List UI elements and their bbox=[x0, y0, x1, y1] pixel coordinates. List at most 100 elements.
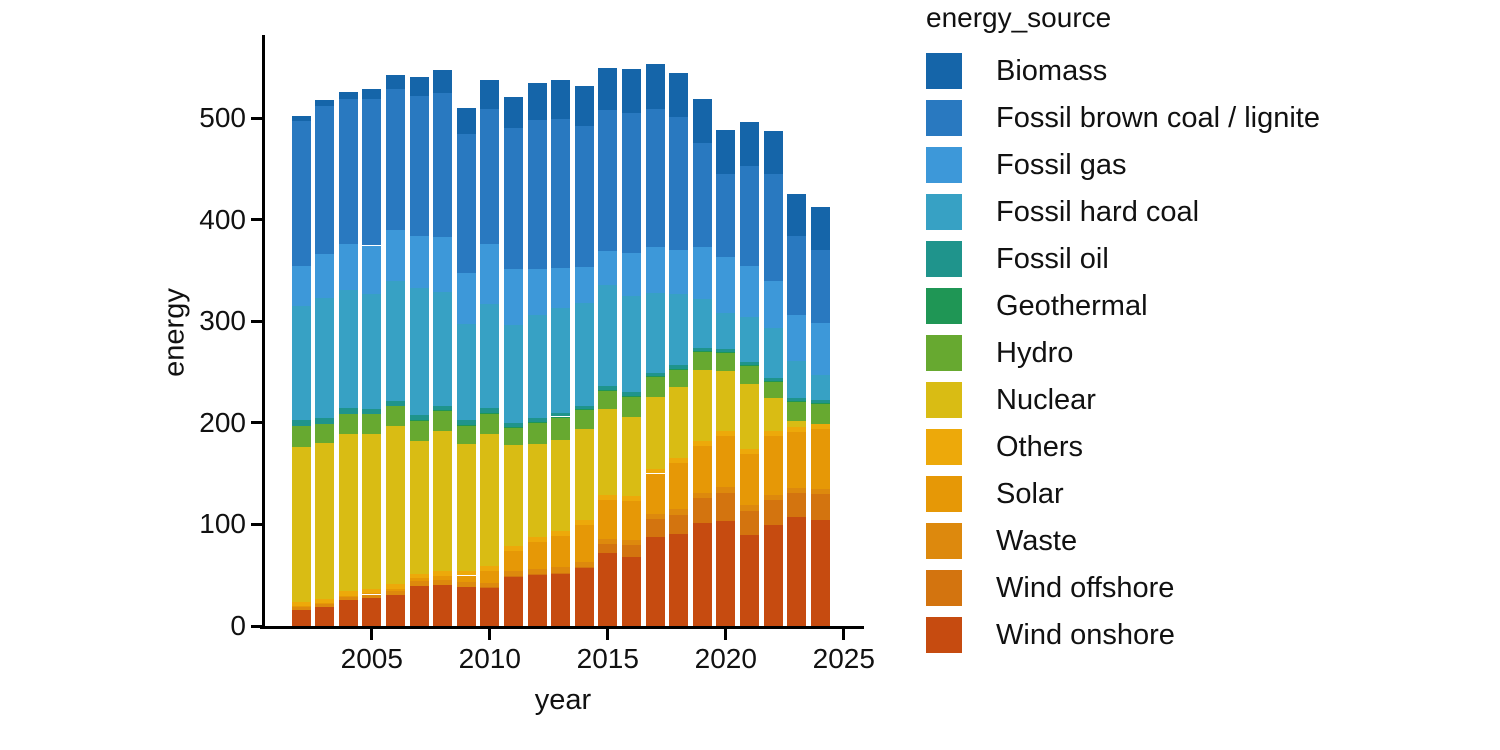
bar-segment-2019-fossil-brown-coal-lignite bbox=[692, 143, 712, 247]
bar-segment-2017-fossil-oil bbox=[645, 373, 665, 377]
y-tick-label: 0 bbox=[230, 610, 246, 641]
y-axis-line bbox=[262, 35, 265, 629]
legend-swatch bbox=[926, 523, 962, 559]
x-tick-label: 2010 bbox=[458, 643, 521, 674]
bar-segment-2002-biomass bbox=[291, 116, 311, 122]
bar-segment-2003-others bbox=[315, 598, 335, 604]
bar-segment-2023-solar bbox=[787, 432, 807, 489]
bar-segment-2007-wind-onshore bbox=[409, 585, 429, 626]
bar-segment-2019-biomass bbox=[692, 99, 712, 144]
legend-label: Waste bbox=[996, 525, 1078, 557]
bar-segment-2017-hydro bbox=[645, 376, 665, 397]
y-tick-mark bbox=[251, 319, 263, 323]
bar-segment-2009-fossil-oil bbox=[456, 420, 476, 425]
bar-segment-2006-solar bbox=[385, 588, 405, 591]
bar-segment-2008-waste bbox=[433, 580, 453, 585]
bar-segment-2014-wind-offshore bbox=[574, 566, 594, 569]
bar-segment-2018-nuclear bbox=[669, 386, 689, 458]
bar-segment-2022-hydro bbox=[763, 381, 783, 398]
bar-segment-2021-wind-onshore bbox=[739, 535, 759, 626]
x-tick-label: 2005 bbox=[340, 643, 403, 674]
y-tick-mark bbox=[251, 116, 263, 120]
bar-segment-2018-wind-onshore bbox=[669, 534, 689, 626]
y-tick-label: 100 bbox=[199, 508, 246, 540]
bar-segment-2022-fossil-hard-coal bbox=[763, 328, 783, 378]
bar-segment-2022-nuclear bbox=[763, 397, 783, 431]
y-tick-mark bbox=[251, 624, 263, 628]
bar-segment-2009-fossil-gas bbox=[456, 272, 476, 324]
bar-segment-2002-others bbox=[291, 602, 311, 607]
bar-segment-2022-fossil-brown-coal-lignite bbox=[763, 173, 783, 282]
x-tick-mark bbox=[488, 629, 492, 640]
bar-segment-2022-fossil-gas bbox=[763, 281, 783, 329]
bar-segment-2011-solar bbox=[503, 551, 523, 571]
bar-segment-2021-fossil-brown-coal-lignite bbox=[739, 165, 759, 267]
bar-segment-2018-wind-offshore bbox=[669, 514, 689, 535]
bar-segment-2023-biomass bbox=[787, 193, 807, 236]
legend-label: Biomass bbox=[996, 55, 1108, 87]
bar-segment-2015-wind-offshore bbox=[598, 544, 618, 553]
bar-segment-2014-wind-onshore bbox=[574, 568, 594, 626]
bar-segment-2015-fossil-brown-coal-lignite bbox=[598, 110, 618, 252]
bar-segment-2023-wind-offshore bbox=[787, 493, 807, 518]
bar-segment-2018-waste bbox=[669, 509, 689, 515]
bar-segment-2011-fossil-oil bbox=[503, 423, 523, 428]
bar-segment-2005-fossil-brown-coal-lignite bbox=[362, 99, 382, 246]
bar-segment-2022-wind-offshore bbox=[763, 500, 783, 526]
bar-segment-2020-wind-onshore bbox=[716, 520, 736, 626]
bar-segment-2011-fossil-gas bbox=[503, 268, 523, 326]
bar-segment-2007-fossil-brown-coal-lignite bbox=[409, 95, 429, 237]
bar-segment-2003-waste bbox=[315, 603, 335, 607]
bar-segment-2015-fossil-hard-coal bbox=[598, 284, 618, 387]
bar-segment-2014-waste bbox=[574, 561, 594, 567]
bar-segment-2023-wind-onshore bbox=[787, 517, 807, 626]
bar-segment-2009-hydro bbox=[456, 424, 476, 444]
legend-title: energy_source bbox=[926, 2, 1112, 33]
bar-segment-2014-biomass bbox=[574, 85, 594, 127]
x-tick-mark bbox=[724, 629, 728, 640]
legend-swatch bbox=[926, 147, 962, 183]
bar-segment-2020-fossil-gas bbox=[716, 257, 736, 313]
bar-segment-2022-solar bbox=[763, 435, 783, 495]
bar-segment-2009-biomass bbox=[456, 108, 476, 134]
bar-segment-2017-fossil-brown-coal-lignite bbox=[645, 108, 665, 248]
bar-segment-2006-waste bbox=[385, 590, 405, 595]
legend-swatch bbox=[926, 100, 962, 136]
bar-segment-2011-wind-offshore bbox=[503, 575, 523, 577]
bar-segment-2008-fossil-brown-coal-lignite bbox=[433, 92, 453, 238]
bar-segment-2016-waste bbox=[621, 539, 641, 545]
legend-label: Wind onshore bbox=[996, 619, 1175, 651]
bar-segment-2022-fossil-oil bbox=[763, 377, 783, 382]
bar-segment-2014-hydro bbox=[574, 409, 594, 430]
bar-segment-2006-nuclear bbox=[385, 425, 405, 584]
bar-segment-2008-solar bbox=[433, 575, 453, 581]
bar-segment-2007-biomass bbox=[409, 76, 429, 96]
bar-segment-2021-fossil-gas bbox=[739, 266, 759, 318]
bar-segment-2017-fossil-hard-coal bbox=[645, 292, 665, 374]
bar-segment-2020-nuclear bbox=[716, 370, 736, 432]
bar-segment-2013-fossil-brown-coal-lignite bbox=[551, 119, 571, 268]
bar-segment-2017-solar bbox=[645, 473, 665, 514]
legend-swatch bbox=[926, 382, 962, 418]
bar-segment-2008-fossil-hard-coal bbox=[433, 292, 453, 406]
y-tick-mark bbox=[251, 421, 263, 425]
x-tick-mark bbox=[370, 629, 374, 640]
bar-segment-2012-fossil-gas bbox=[527, 268, 547, 316]
legend-label: Geothermal bbox=[996, 290, 1148, 322]
bar-segment-2006-wind-onshore bbox=[385, 594, 405, 626]
x-tick-label: 2025 bbox=[812, 643, 875, 674]
bar-segment-2019-nuclear bbox=[692, 370, 712, 441]
x-tick-label: 2015 bbox=[576, 643, 639, 674]
bar-segment-2021-solar bbox=[739, 454, 759, 506]
bar-segment-2011-nuclear bbox=[503, 444, 523, 547]
bar-segment-2018-fossil-brown-coal-lignite bbox=[669, 117, 689, 251]
bar-segment-2018-solar bbox=[669, 462, 689, 510]
bar-segment-2004-nuclear bbox=[338, 433, 358, 592]
bar-segment-2012-fossil-oil bbox=[527, 417, 547, 422]
bar-segment-2022-biomass bbox=[763, 130, 783, 174]
bar-segment-2007-waste bbox=[409, 581, 429, 586]
bar-segment-2012-wind-onshore bbox=[527, 574, 547, 626]
bar-segment-2014-fossil-oil bbox=[574, 405, 594, 410]
legend-label: Hydro bbox=[996, 337, 1074, 369]
bar-segment-2017-waste bbox=[645, 513, 665, 519]
